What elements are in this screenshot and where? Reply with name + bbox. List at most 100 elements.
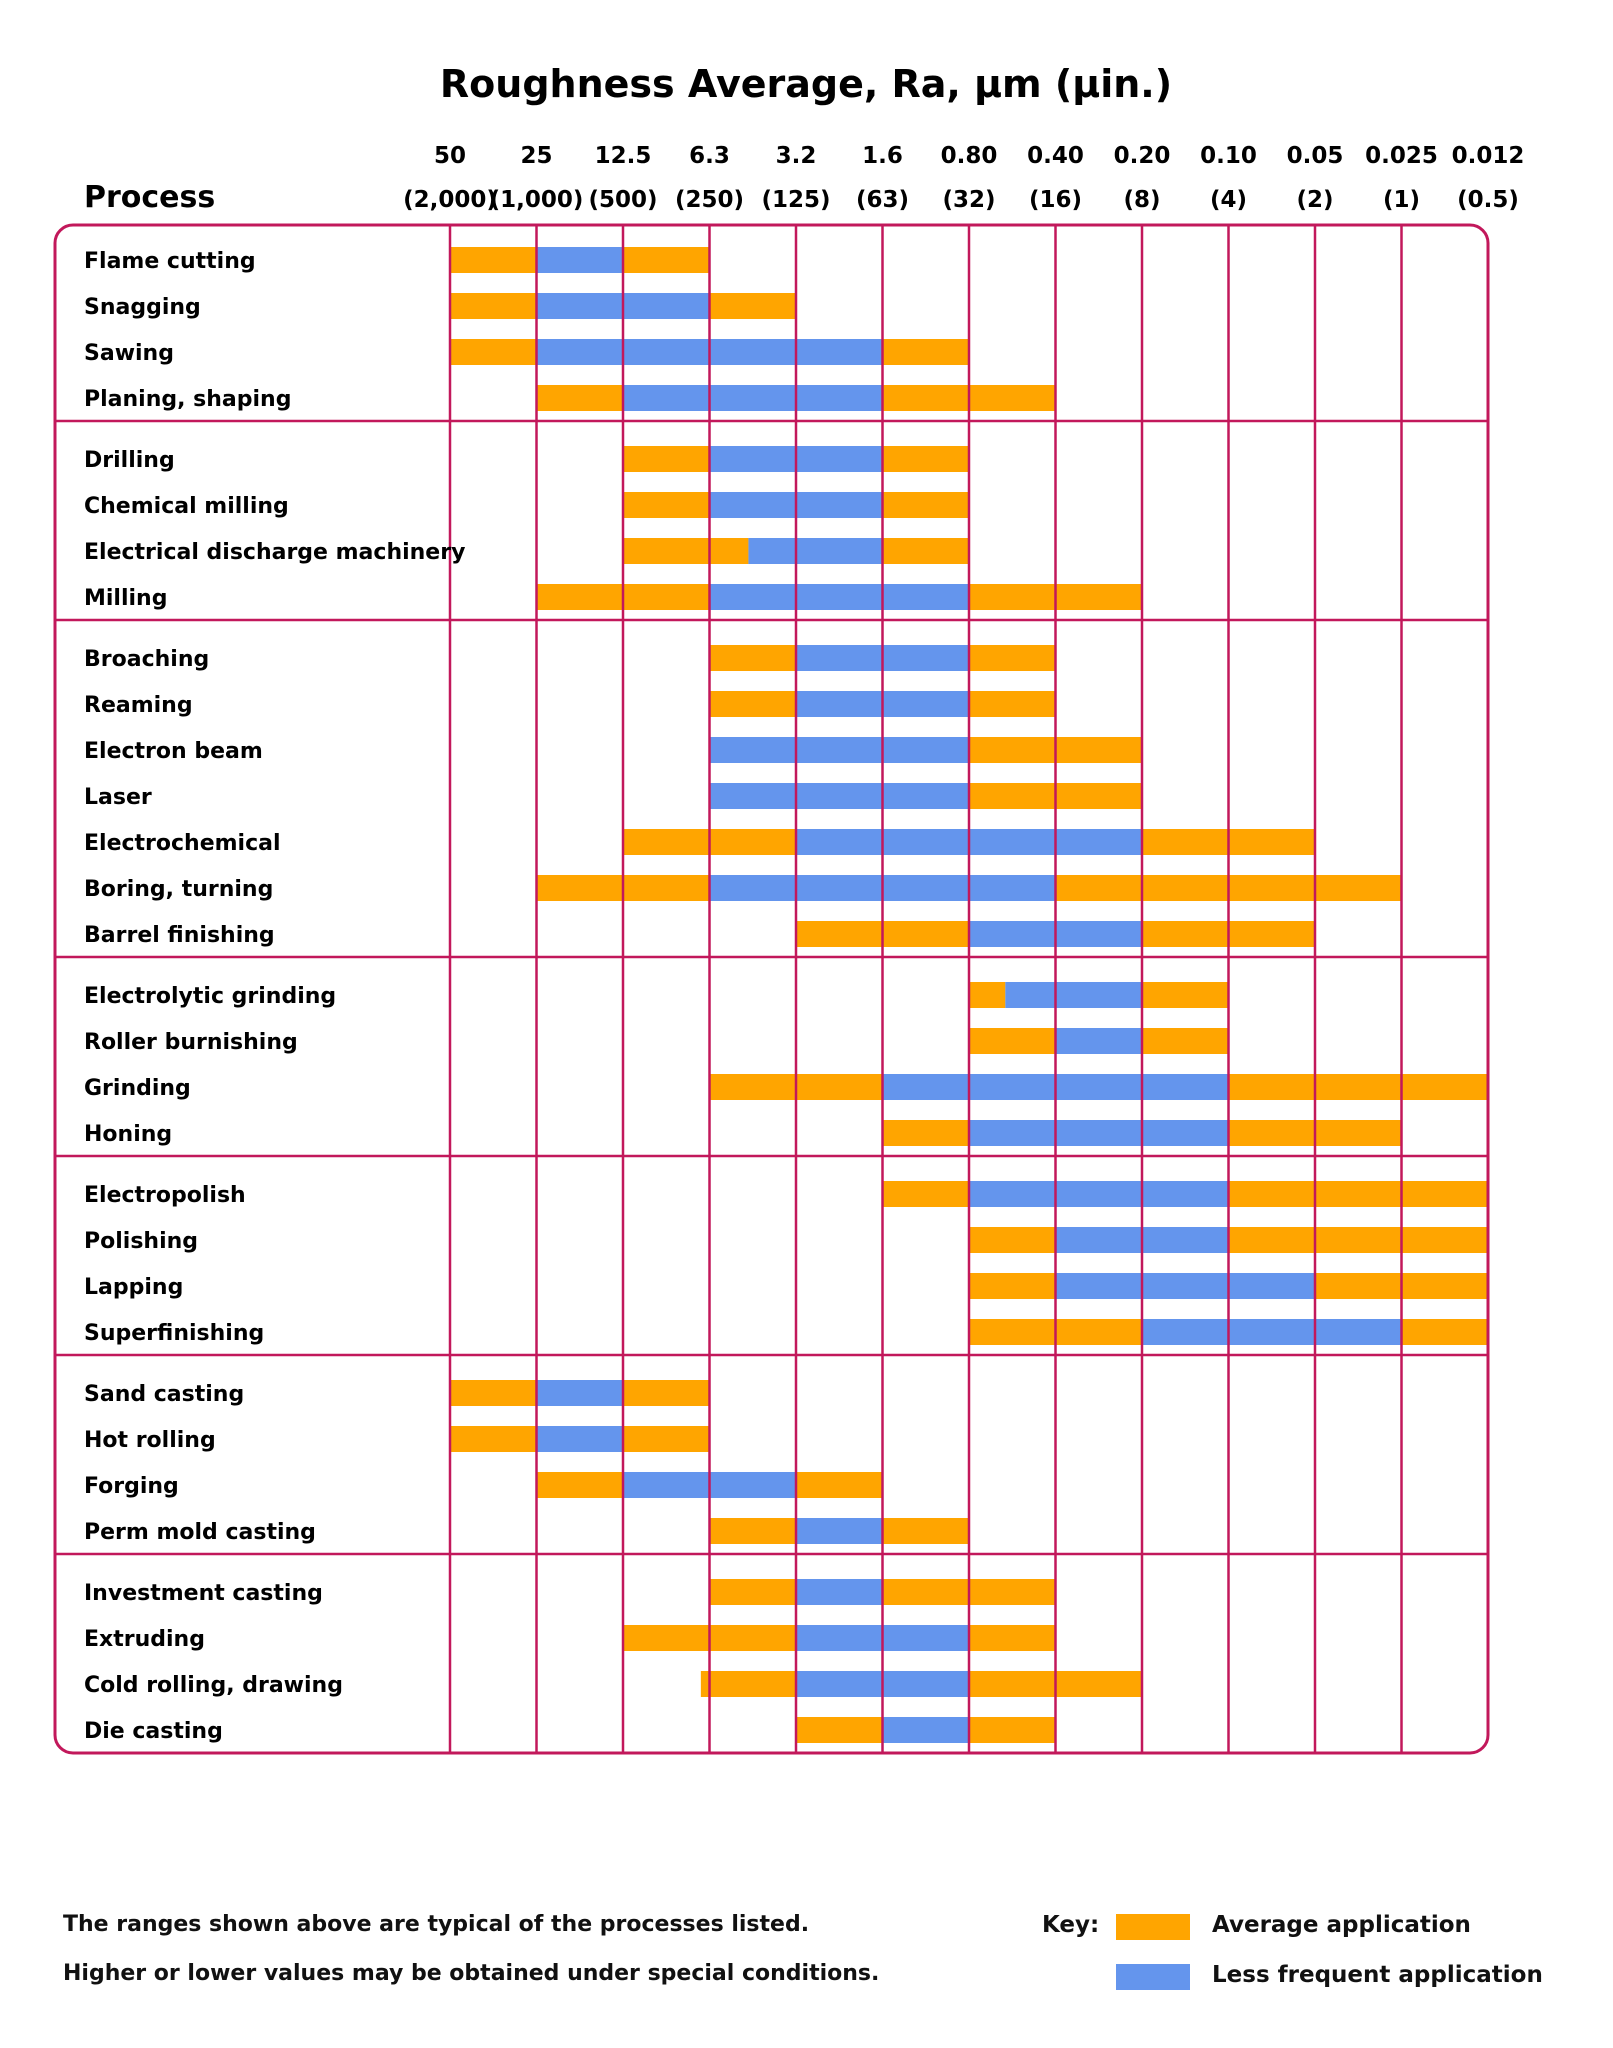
column-header-um: 0.20 bbox=[1114, 143, 1171, 169]
average-application-bar bbox=[623, 446, 710, 472]
average-application-bar bbox=[796, 1717, 883, 1743]
less-frequent-application-bar bbox=[1055, 1273, 1315, 1299]
less-frequent-application-bar bbox=[882, 1717, 969, 1743]
column-header-um: 25 bbox=[520, 143, 552, 169]
process-label: Electron beam bbox=[84, 739, 263, 764]
average-application-bar bbox=[450, 293, 537, 319]
average-application-bar bbox=[709, 1518, 796, 1544]
average-application-swatch bbox=[1116, 1914, 1190, 1940]
less-frequent-application-bar bbox=[536, 1426, 623, 1452]
process-label: Barrel finishing bbox=[84, 923, 275, 948]
column-header-uin: (63) bbox=[856, 187, 909, 213]
average-application-bar bbox=[882, 492, 969, 518]
average-application-label: Average application bbox=[1212, 1912, 1471, 1938]
process-label: Electrochemical bbox=[84, 831, 281, 856]
column-header-um: 6.3 bbox=[689, 143, 730, 169]
process-label: Sawing bbox=[84, 341, 174, 366]
process-label: Laser bbox=[84, 785, 152, 810]
process-label: Die casting bbox=[84, 1719, 223, 1744]
average-application-bar bbox=[700, 1671, 796, 1697]
process-label: Extruding bbox=[84, 1627, 205, 1652]
process-label: Electrical discharge machinery bbox=[84, 540, 465, 565]
process-label: Electropolish bbox=[84, 1183, 246, 1208]
process-label: Milling bbox=[84, 586, 167, 611]
less-frequent-application-bar bbox=[1005, 982, 1142, 1008]
column-header-um: 12.5 bbox=[595, 143, 652, 169]
average-application-bar bbox=[709, 645, 796, 671]
table-border bbox=[53, 223, 1490, 1755]
less-frequent-application-bar bbox=[709, 783, 969, 809]
process-label: Chemical milling bbox=[84, 494, 289, 519]
process-label: Broaching bbox=[84, 647, 209, 672]
process-label: Snagging bbox=[84, 295, 201, 320]
average-application-bar bbox=[969, 1227, 1056, 1253]
less-frequent-application-bar bbox=[623, 385, 883, 411]
average-application-bar bbox=[882, 1181, 969, 1207]
less-frequent-application-swatch bbox=[1116, 1964, 1190, 1990]
average-application-bar bbox=[882, 1518, 969, 1544]
average-application-bar bbox=[536, 1472, 623, 1498]
average-application-bar bbox=[623, 247, 710, 273]
column-header-um: 0.80 bbox=[941, 143, 998, 169]
average-application-bar bbox=[1142, 1028, 1229, 1054]
average-application-bar bbox=[450, 1380, 537, 1406]
less-frequent-application-bar bbox=[536, 1380, 623, 1406]
process-label: Cold rolling, drawing bbox=[84, 1673, 343, 1698]
chart-title: Roughness Average, Ra, µm (µin.) bbox=[440, 62, 1172, 106]
process-label: Electrolytic grinding bbox=[84, 984, 336, 1009]
process-label: Sand casting bbox=[84, 1382, 244, 1407]
column-header-um: 0.10 bbox=[1200, 143, 1257, 169]
note-line-2: Higher or lower values may be obtained u… bbox=[63, 1961, 880, 1986]
average-application-bar bbox=[623, 538, 749, 564]
average-application-bar bbox=[709, 691, 796, 717]
average-application-bar bbox=[969, 645, 1056, 671]
process-label: Grinding bbox=[84, 1076, 191, 1101]
column-header-uin: (125) bbox=[761, 187, 830, 213]
key-label: Key: bbox=[1042, 1912, 1100, 1938]
average-application-bar bbox=[882, 446, 969, 472]
less-frequent-application-bar bbox=[969, 1120, 1229, 1146]
average-application-bar bbox=[969, 1273, 1056, 1299]
average-application-bar bbox=[969, 1028, 1056, 1054]
less-frequent-application-bar bbox=[1055, 1028, 1142, 1054]
average-application-bar bbox=[1142, 982, 1229, 1008]
average-application-bar bbox=[969, 982, 1006, 1008]
average-application-bar bbox=[1401, 1319, 1488, 1345]
process-label: Polishing bbox=[84, 1229, 198, 1254]
average-application-bar bbox=[623, 492, 710, 518]
process-label: Honing bbox=[84, 1122, 172, 1147]
column-header-um: 3.2 bbox=[776, 143, 817, 169]
average-application-bar bbox=[796, 1472, 883, 1498]
process-label: Lapping bbox=[84, 1275, 183, 1300]
average-application-bar bbox=[882, 1120, 969, 1146]
average-application-bar bbox=[969, 691, 1056, 717]
average-application-bar bbox=[969, 1717, 1056, 1743]
process-column-header: Process bbox=[84, 180, 215, 215]
column-header-uin: (1) bbox=[1383, 187, 1420, 213]
column-header-um: 0.025 bbox=[1365, 143, 1438, 169]
process-label: Roller burnishing bbox=[84, 1030, 298, 1055]
process-label: Superfinishing bbox=[84, 1321, 264, 1346]
average-application-bar bbox=[536, 385, 623, 411]
average-application-bar bbox=[969, 1625, 1056, 1651]
column-headers: 50 (2,000) 25 (1,000) 12.5 (500) 6.3 (250) 3.2 (1… bbox=[403, 143, 1524, 213]
column-header-um: 0.40 bbox=[1027, 143, 1084, 169]
column-header-uin: (8) bbox=[1123, 187, 1160, 213]
column-header-uin: (32) bbox=[942, 187, 995, 213]
grid bbox=[53, 223, 1490, 1755]
column-header-uin: (2) bbox=[1296, 187, 1333, 213]
process-label: Flame cutting bbox=[84, 249, 256, 274]
process-label: Hot rolling bbox=[84, 1428, 216, 1453]
less-frequent-application-label: Less frequent application bbox=[1212, 1962, 1543, 1988]
column-header-um: 50 bbox=[434, 143, 466, 169]
column-header-uin: (2,000) bbox=[403, 187, 497, 213]
column-header-uin: (500) bbox=[588, 187, 657, 213]
column-header-uin: (4) bbox=[1210, 187, 1247, 213]
less-frequent-application-bar bbox=[536, 247, 623, 273]
less-frequent-application-bar bbox=[796, 1518, 883, 1544]
column-header-uin: (1,000) bbox=[490, 187, 584, 213]
process-label: Planing, shaping bbox=[84, 387, 291, 412]
average-application-bar bbox=[882, 339, 969, 365]
column-header-uin: (0.5) bbox=[1457, 187, 1519, 213]
